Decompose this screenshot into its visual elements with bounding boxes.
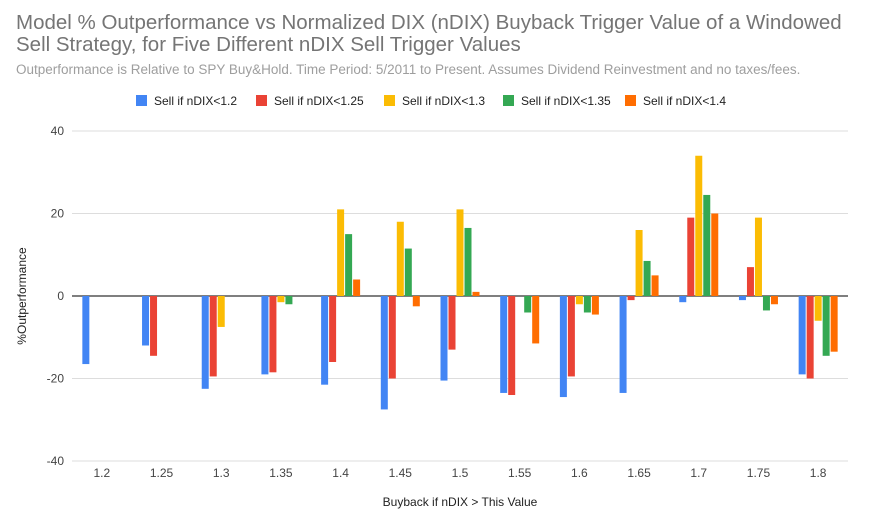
y-tick-label: -20 [47,372,65,386]
bar [814,296,822,321]
legend-swatch [625,95,636,106]
legend-entry: Sell if nDIX<1.3 [402,94,485,108]
x-tick-label: 1.4 [332,466,349,480]
legend-swatch [136,95,147,106]
bar [345,234,353,296]
bar [806,296,814,379]
bar [746,267,754,296]
x-tick-label: 1.45 [389,466,413,480]
bar [770,296,778,305]
chart-title: Model % Outperformance vs Normalized DIX… [16,11,842,56]
x-axis-label: Buyback if nDIX > This Value [383,495,538,509]
bar [396,221,404,296]
bar [464,227,472,296]
bar [456,209,464,296]
bar [830,296,838,352]
bar [380,296,388,410]
x-tick-label: 1.25 [150,466,174,480]
bars [82,155,838,410]
legend-swatch [503,95,514,106]
bar [651,275,659,296]
y-tick-label: -40 [47,454,65,468]
y-tick-label: 40 [51,124,65,138]
x-tick-label: 1.7 [690,466,707,480]
bar [508,296,516,395]
bar [353,279,361,296]
y-tick-label: 0 [57,289,64,303]
legend-entry: Sell if nDIX<1.35 [521,94,611,108]
bar [643,260,651,296]
bar [627,296,635,301]
bar [703,194,711,296]
bar [687,217,695,296]
x-tick-label: 1.3 [213,466,230,480]
bar [738,296,746,301]
bar [635,230,643,296]
legend-entry: Sell if nDIX<1.2 [154,94,237,108]
bar [285,296,293,305]
bar [337,209,345,296]
bar [591,296,599,315]
bar [142,296,150,346]
bar [412,296,420,307]
bar [754,217,762,296]
legend-entry: Sell if nDIX<1.25 [274,94,364,108]
bar [261,296,269,375]
y-tick-label: 20 [51,207,65,221]
bar [679,296,687,303]
x-tick-label: 1.8 [810,466,827,480]
x-tick-label: 1.2 [94,466,111,480]
legend-entry: Sell if nDIX<1.4 [643,94,726,108]
bar [209,296,217,377]
bar [575,296,583,305]
bar [277,296,285,303]
bar [217,296,225,327]
legend-swatch [384,95,395,106]
bar [321,296,329,385]
bar [711,213,719,296]
bar [440,296,448,381]
bar [559,296,567,398]
bar [201,296,209,389]
x-tick-label: 1.5 [452,466,469,480]
bar [500,296,508,393]
x-tick-label: 1.35 [269,466,293,480]
bar [798,296,806,375]
legend-swatch [256,95,267,106]
x-tick-label: 1.65 [627,466,651,480]
bar [567,296,575,377]
bar [150,296,158,356]
bar [762,296,770,311]
bar [532,296,540,344]
x-tick-label: 1.6 [571,466,588,480]
bar [583,296,591,313]
x-tick-label: 1.55 [508,466,532,480]
chart-subtitle: Outperformance is Relative to SPY Buy&Ho… [16,62,801,77]
bar [448,296,456,350]
bar [472,291,480,296]
legend: Sell if nDIX<1.2 Sell if nDIX<1.25 Sell if… [136,94,726,108]
y-axis-ticks: 40 20 0 -20 -40 [47,124,65,468]
bar [822,296,830,356]
x-tick-label: 1.75 [747,466,771,480]
bar [329,296,337,362]
bar [388,296,396,379]
y-axis-label: %Outperformance [15,247,29,345]
bar [524,296,532,313]
bar [695,155,703,296]
bar [404,248,412,296]
x-axis-ticks: 1.2 1.25 1.3 1.35 1.4 1.45 1.5 1.55 1.6 1.65 1.7 1.… [94,466,827,480]
bar [619,296,627,393]
bar [269,296,277,373]
bar [82,296,90,365]
